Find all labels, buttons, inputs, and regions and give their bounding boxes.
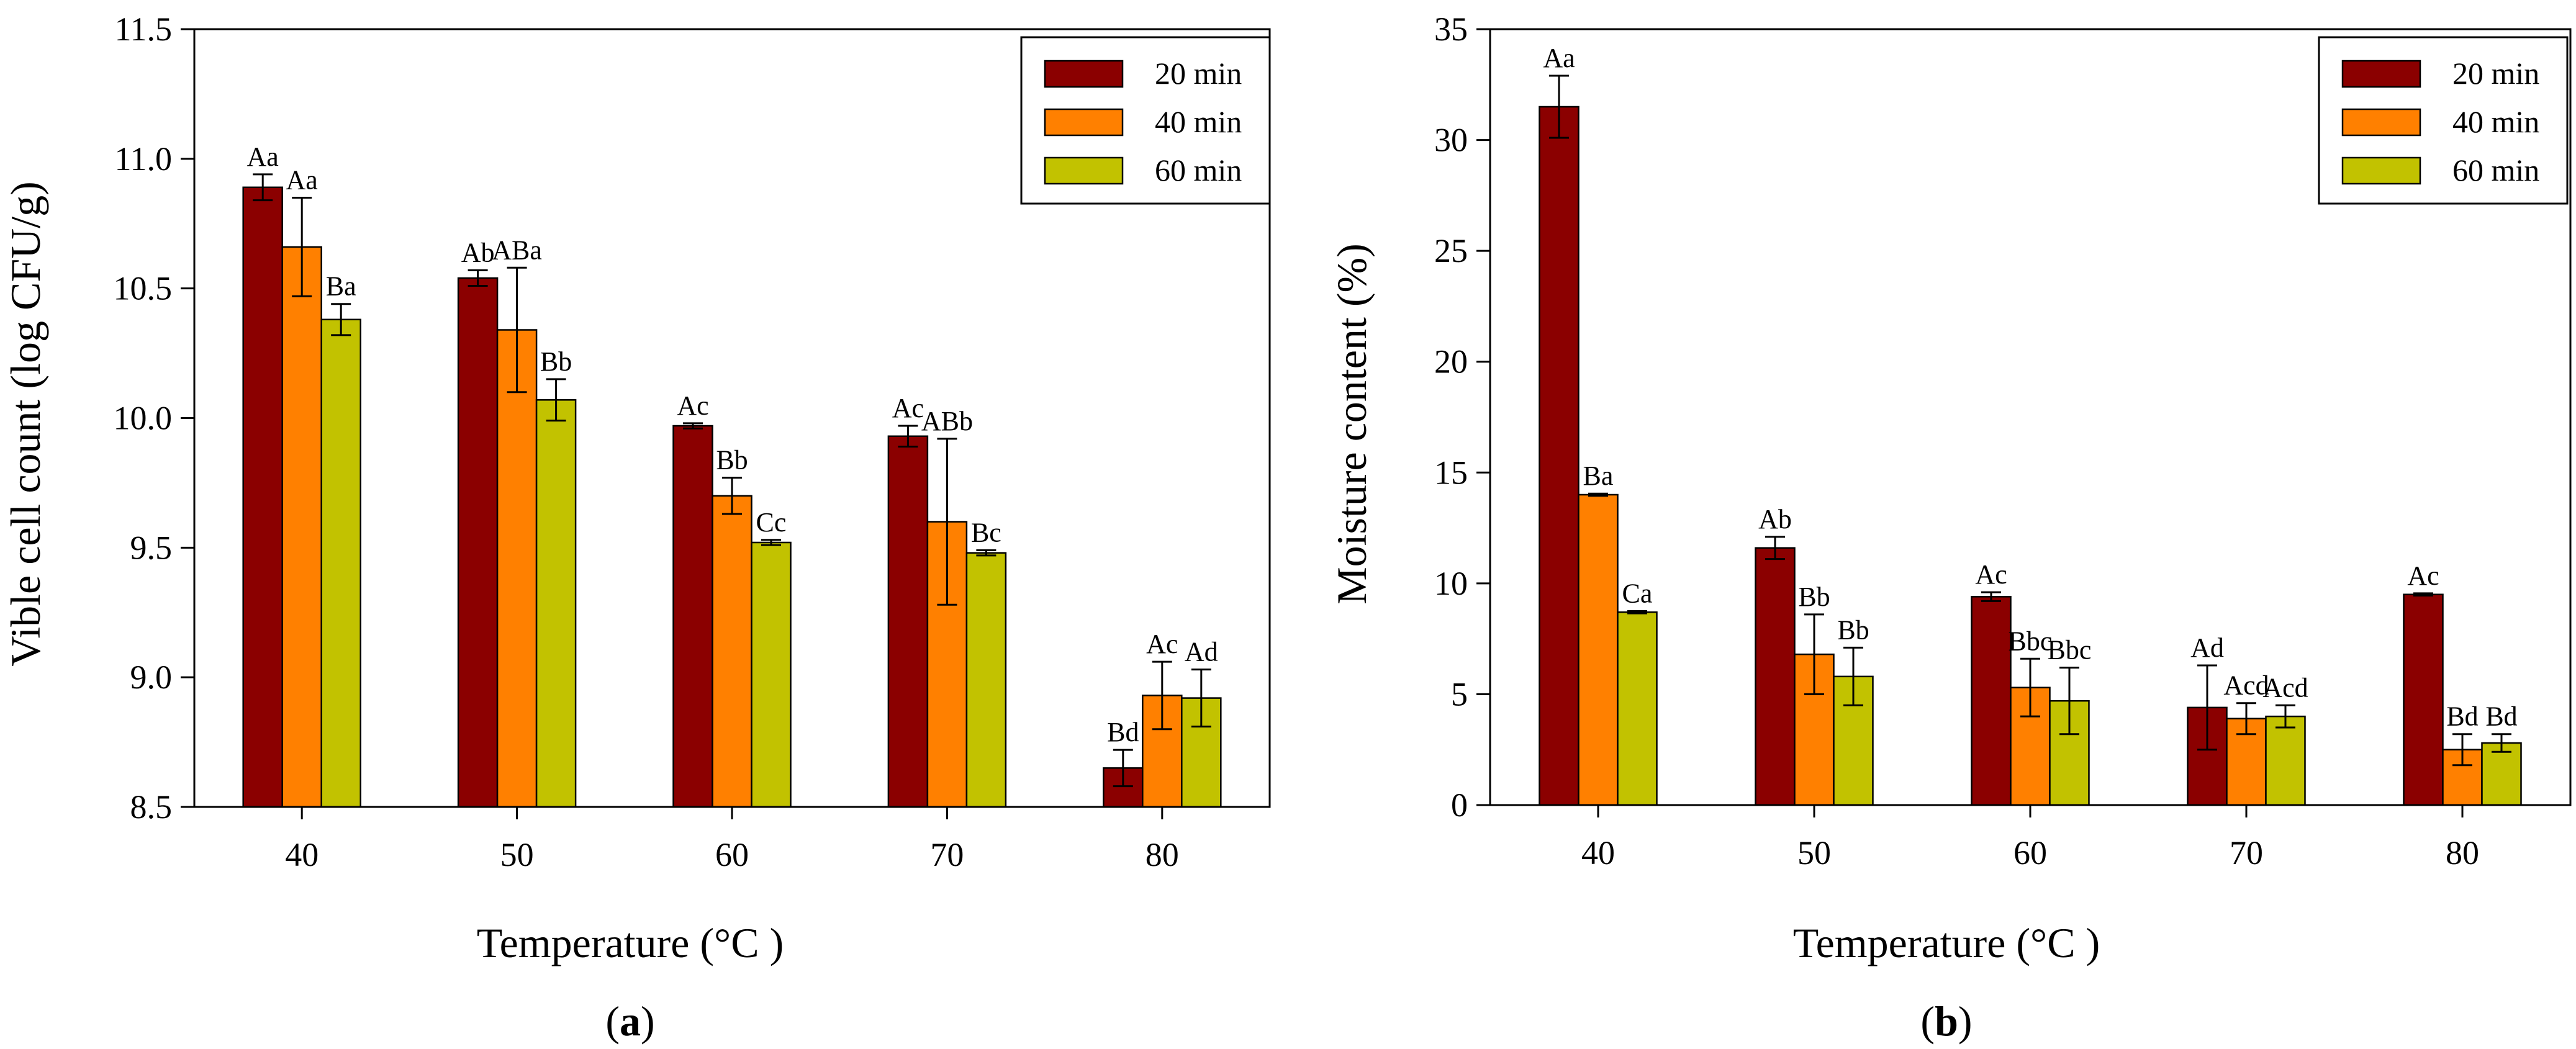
chart-a-y-tick-label: 10.5 <box>114 270 173 307</box>
chart-b-sig-label: Ac <box>2407 561 2439 591</box>
chart-a-x-tick-label: 60 <box>715 836 749 873</box>
chart-b-sig-label: Bbc <box>2048 635 2092 665</box>
chart-b-bar-60min-40 <box>1617 611 1658 806</box>
chart-a-sig-label: ABa <box>492 235 542 265</box>
chart-a-sig-label: Ac <box>677 390 708 421</box>
chart-b-x-tick-label: 40 <box>1581 834 1615 871</box>
chart-b-bar-20min-40 <box>1539 106 1579 806</box>
chart-b-bar-40min-50 <box>1794 653 1835 806</box>
chart-a-bar-60min-70 <box>965 552 1007 808</box>
chart-b-x-tick-label: 50 <box>1797 834 1831 871</box>
chart-a-sig-label: Ba <box>326 271 356 302</box>
chart-a-x-tick-label: 70 <box>930 836 964 873</box>
chart-b-bar-60min-80 <box>2481 742 2522 806</box>
chart-b-bar-20min-60 <box>1971 596 2012 806</box>
chart-b-panel-letter: b <box>1935 997 1958 1045</box>
chart-b-sig-label: Ab <box>1758 504 1792 534</box>
chart-a-bar-40min-40 <box>281 246 322 808</box>
chart-b-y-tick-label: 15 <box>1434 454 1468 491</box>
chart-a-sig-label: Bb <box>716 445 748 475</box>
chart-b-x-tick-label: 70 <box>2230 834 2263 871</box>
chart-b-legend-swatch-40min <box>2341 108 2421 137</box>
chart-a-y-tick-label: 9.0 <box>130 659 173 696</box>
chart-a-x-tick-label: 40 <box>285 836 319 873</box>
chart-a-bar-60min-40 <box>320 318 361 808</box>
chart-b-sig-label: Ad <box>2190 633 2224 663</box>
chart-a-legend-swatch-20min <box>1044 60 1124 88</box>
chart-a-bar-40min-60 <box>712 495 752 808</box>
chart-b-legend-swatch-20min <box>2341 60 2421 88</box>
chart-b-sig-label: Bb <box>1798 582 1830 612</box>
chart-a-sig-label: Bc <box>971 518 1001 548</box>
chart-b-y-tick-label: 25 <box>1434 232 1468 269</box>
chart-b-y-tick-label: 0 <box>1451 786 1468 824</box>
chart-b-bar-60min-70 <box>2265 715 2306 806</box>
chart-b-y-axis-title: Moisture content (%) <box>1328 243 1375 605</box>
chart-a-panel-label: (a) <box>605 997 654 1045</box>
chart-a-bar-20min-40 <box>242 186 283 808</box>
chart-b-bar-20min-80 <box>2403 593 2444 806</box>
chart-b-y-tick-label: 20 <box>1434 343 1468 380</box>
chart-a-x-tick-label: 80 <box>1146 836 1179 873</box>
chart-a-y-tick-label: 11.5 <box>115 11 173 48</box>
chart-b-sig-label: Acd <box>2262 672 2308 703</box>
chart-b-panel-label: (b) <box>1920 997 1972 1045</box>
chart-b-bar-20min-50 <box>1755 547 1796 806</box>
chart-b-sig-label: Ac <box>1975 559 2007 590</box>
chart-a-legend-swatch-60min <box>1044 156 1124 185</box>
chart-a-bar-40min-50 <box>496 329 538 808</box>
chart-b-sig-label: Acd <box>2223 670 2269 701</box>
chart-b: Temperature (°C ) Moisture content (%) (… <box>1328 11 2572 1045</box>
chart-b-y-tick-label: 35 <box>1434 11 1468 48</box>
chart-a-sig-label: Bb <box>540 346 572 377</box>
chart-a-legend-label: 40 min <box>1155 104 1242 139</box>
chart-a-sig-label: Aa <box>286 164 318 195</box>
chart-a-bar-20min-50 <box>457 277 499 808</box>
chart-b-bar-40min-40 <box>1578 493 1619 806</box>
chart-a-y-tick-label: 8.5 <box>130 788 173 826</box>
chart-b-x-tick-label: 80 <box>2446 834 2479 871</box>
chart-a-y-tick-label: 9.5 <box>130 529 173 566</box>
chart-a-panel-letter: a <box>620 997 641 1045</box>
chart-a-x-tick-label: 50 <box>500 836 534 873</box>
chart-a-x-axis-title: Temperature (°C ) <box>477 919 784 966</box>
chart-b-y-tick-label: 30 <box>1434 122 1468 159</box>
chart-b-sig-label: Bb <box>1837 615 1869 645</box>
chart-b-sig-label: Bd <box>2485 701 2517 732</box>
chart-a-legend-label: 60 min <box>1155 153 1242 187</box>
chart-b-legend-swatch-60min <box>2341 156 2421 185</box>
chart-a-sig-label: Bd <box>1107 717 1139 747</box>
chart-a-bar-20min-70 <box>887 435 929 808</box>
chart-a-bar-60min-60 <box>751 541 792 808</box>
chart-a-bar-20min-60 <box>672 425 713 808</box>
chart-a-y-axis-title: Vible cell count (log CFU/g) <box>2 181 49 667</box>
chart-b-sig-label: Bd <box>2446 701 2478 732</box>
chart-b-sig-label: Ba <box>1583 461 1614 491</box>
chart-a-sig-label: Ac <box>1146 629 1178 659</box>
chart-a-bar-60min-50 <box>535 399 577 808</box>
chart-a-y-tick-label: 10.0 <box>114 400 173 437</box>
chart-a-legend-label: 20 min <box>1155 56 1242 91</box>
chart-a-y-tick-label: 11.0 <box>115 140 173 178</box>
chart-b-sig-label: Ca <box>1622 579 1653 609</box>
chart-a-sig-label: Ac <box>892 393 924 423</box>
chart-a-sig-label: Cc <box>756 507 787 538</box>
chart-b-sig-label: Aa <box>1543 43 1575 73</box>
chart-a-sig-label: ABb <box>921 406 973 436</box>
chart-b-legend-label: 60 min <box>2452 153 2539 187</box>
chart-b-x-tick-label: 60 <box>2013 834 2047 871</box>
chart-b-sig-label: Bbc <box>2009 626 2053 656</box>
chart-b-y-tick-label: 5 <box>1451 675 1468 713</box>
chart-a-bar-60min-80 <box>1181 697 1222 808</box>
chart-a-legend-swatch-40min <box>1044 108 1124 137</box>
chart-b-x-axis-title: Temperature (°C ) <box>1793 919 2100 966</box>
chart-a-sig-label: Ad <box>1185 637 1218 667</box>
chart-b-legend-label: 20 min <box>2452 56 2539 91</box>
chart-a-sig-label: Ab <box>461 237 495 268</box>
chart-a-sig-label: Aa <box>247 142 279 172</box>
chart-b-y-tick-label: 10 <box>1434 565 1468 602</box>
chart-b-legend-label: 40 min <box>2452 104 2539 139</box>
chart-a: Temperature (°C ) Vible cell count (log … <box>2 11 1271 1045</box>
